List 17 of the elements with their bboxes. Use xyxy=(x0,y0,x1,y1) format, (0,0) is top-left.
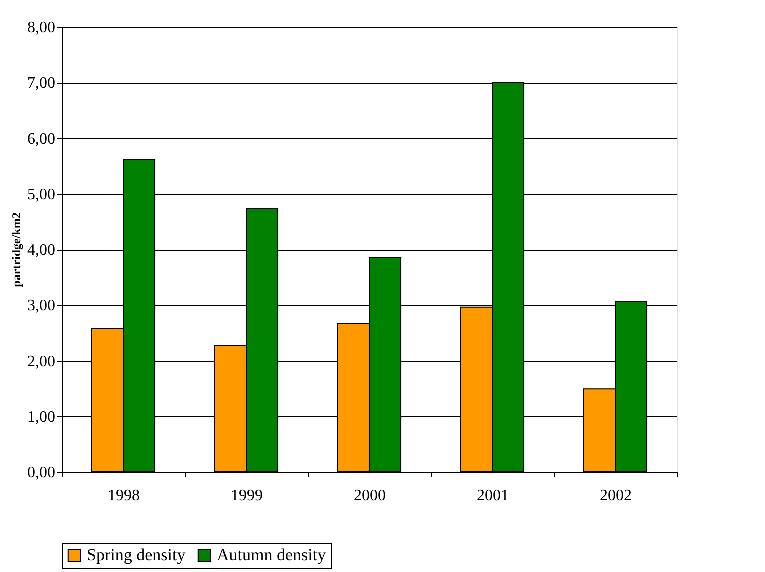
legend-label: Spring density xyxy=(87,546,186,565)
y-tick-label: 2,00 xyxy=(28,353,56,370)
y-tick-label: 6,00 xyxy=(28,130,56,148)
y-tick-label: 0,00 xyxy=(28,464,56,482)
x-tick-label: 1999 xyxy=(231,488,263,504)
y-tick-label: 1,00 xyxy=(28,408,56,426)
x-tick-label: 1998 xyxy=(108,488,140,504)
y-axis-title: partridge/km2 xyxy=(10,212,24,288)
legend-label: Autumn density xyxy=(217,546,327,565)
y-tick-label: 4,00 xyxy=(28,242,56,259)
x-tick-label: 2000 xyxy=(354,488,386,504)
y-tick-label: 8,00 xyxy=(28,20,56,36)
y-tick-label: 7,00 xyxy=(28,75,56,92)
x-tick-label: 2001 xyxy=(477,488,509,504)
x-tick-label: 2002 xyxy=(600,488,632,504)
y-tick-label: 3,00 xyxy=(28,298,56,315)
y-tick-label: 5,00 xyxy=(28,186,56,204)
